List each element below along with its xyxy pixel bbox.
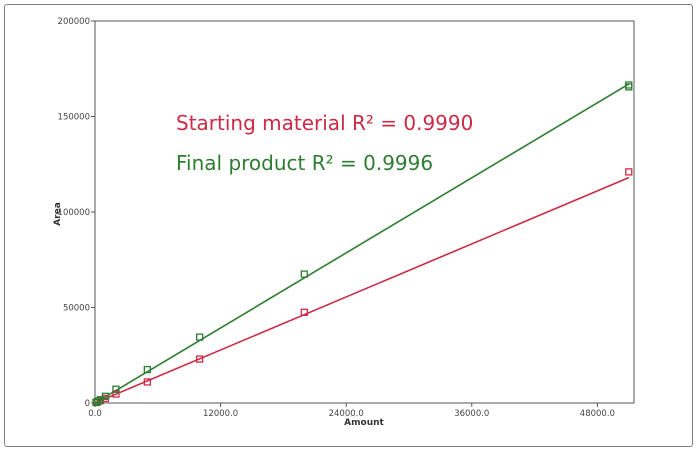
y-axis-label: Area	[53, 202, 63, 226]
data-point	[625, 81, 633, 89]
axes: 0 50000 100000 150000 200000 0.0 12000.0 24000.…	[58, 17, 635, 419]
data-point	[112, 385, 120, 393]
x-tick-label: 24000.0	[329, 409, 364, 419]
plot-area	[94, 20, 635, 404]
data-point	[300, 270, 308, 278]
data-point	[101, 392, 110, 400]
x-tick-label: 12000.0	[203, 409, 238, 419]
annotation-starting-material: Starting material R² = 0.9990	[176, 111, 473, 135]
fit-line	[94, 83, 630, 404]
data-point	[196, 355, 204, 363]
y-tick-label: 100000	[58, 208, 90, 218]
y-tick-label: 200000	[58, 17, 90, 27]
x-tick-label: 36000.0	[454, 409, 489, 419]
data-point	[625, 168, 633, 176]
chart-frame	[4, 4, 693, 447]
data-points	[92, 81, 633, 407]
data-point	[300, 308, 308, 316]
data-point	[112, 390, 120, 398]
data-point	[143, 378, 151, 386]
x-tick-label: 0.0	[88, 409, 102, 419]
y-tick-label: 150000	[58, 113, 90, 123]
y-tick-label: 50000	[63, 304, 90, 314]
x-axis-label: Amount	[344, 418, 384, 428]
fit-line	[94, 176, 630, 404]
data-point	[196, 333, 204, 341]
fit-lines	[94, 83, 630, 404]
data-point	[143, 365, 151, 374]
y-tick-label: 0	[85, 399, 90, 409]
annotation-final-product: Final product R² = 0.9996	[176, 151, 433, 175]
x-tick-label: 48000.0	[580, 409, 615, 419]
